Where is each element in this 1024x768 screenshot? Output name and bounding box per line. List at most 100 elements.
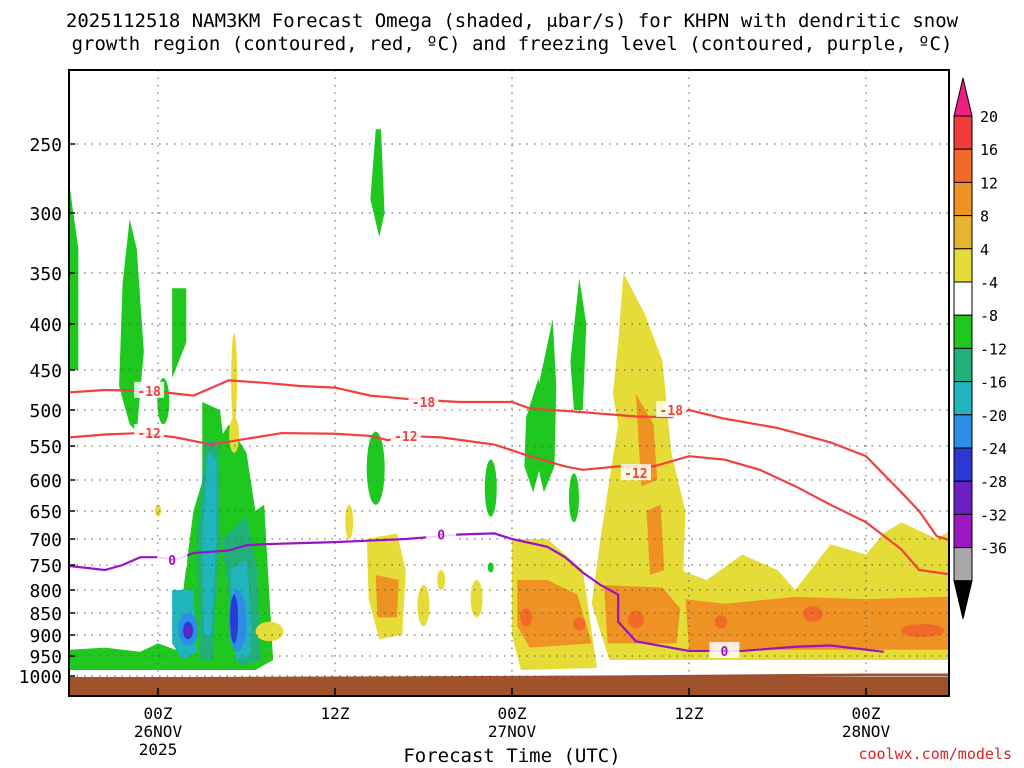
x-tick-label: 12Z bbox=[675, 704, 704, 723]
colorbar-label: -16 bbox=[980, 374, 1007, 392]
omega-blob bbox=[470, 580, 483, 618]
colorbar-top-arrow bbox=[953, 77, 973, 117]
colorbar-label: 20 bbox=[980, 108, 998, 126]
colorbar-label: -24 bbox=[980, 440, 1007, 458]
contour-label: -18 bbox=[660, 404, 684, 419]
colorbar-segment bbox=[953, 347, 973, 383]
chart-title-line2: growth region (contoured, red, ºC) and f… bbox=[71, 33, 953, 55]
omega-region-neg bbox=[570, 278, 587, 410]
omega-region-neg bbox=[119, 219, 144, 432]
colorbar-segment bbox=[953, 181, 973, 217]
omega-blob bbox=[802, 606, 823, 622]
y-tick-label: 250 bbox=[29, 135, 62, 156]
x-tick-label: 12Z bbox=[321, 704, 350, 723]
colorbar-label: -36 bbox=[980, 540, 1007, 558]
contour-label: -18 bbox=[137, 385, 161, 400]
omega-blob bbox=[417, 585, 430, 627]
colorbar-segment bbox=[953, 115, 973, 150]
omega-region-pos bbox=[685, 596, 949, 650]
contour-minus12 bbox=[69, 431, 949, 576]
contour-label-bg bbox=[390, 426, 421, 443]
contour-label-bg bbox=[620, 464, 651, 481]
axes: 2503003504004505005506006507007508008509… bbox=[19, 135, 891, 759]
colorbar-label: 16 bbox=[980, 141, 998, 159]
x-tick-year: 2025 bbox=[139, 740, 178, 759]
y-tick-label: 350 bbox=[29, 264, 62, 285]
contour-label: -12 bbox=[394, 430, 417, 445]
y-tick-label: 550 bbox=[29, 437, 62, 458]
x-tick-label: 00Z bbox=[144, 704, 173, 723]
y-tick-label: 450 bbox=[29, 361, 62, 382]
colorbar-label: -8 bbox=[980, 307, 998, 325]
omega-blob bbox=[231, 333, 238, 425]
omega-blob bbox=[520, 608, 533, 627]
omega-blob bbox=[366, 431, 385, 505]
y-tick-label: 750 bbox=[29, 556, 62, 577]
omega-region-neg bbox=[202, 452, 217, 635]
omega-blob bbox=[255, 621, 284, 642]
omega-blob bbox=[714, 615, 727, 629]
x-tick-date: 27NOV bbox=[488, 722, 537, 741]
colorbar-label: 8 bbox=[980, 208, 989, 226]
colorbar-label: -28 bbox=[980, 473, 1007, 491]
colorbar-segment bbox=[953, 248, 973, 283]
omega-blob bbox=[345, 504, 354, 539]
y-tick-label: 850 bbox=[29, 604, 62, 625]
colorbar-label: 4 bbox=[980, 241, 989, 259]
credit-text: coolwx.com/models bbox=[858, 745, 1012, 763]
omega-region-pos bbox=[517, 580, 592, 648]
colorbar: 20 16 12 8 4 -4 -8 -12 -16 -20 -24 -28 -32 -36 bbox=[953, 77, 1007, 619]
x-tick-label: 00Z bbox=[498, 704, 527, 723]
contour-label: 0 bbox=[168, 554, 176, 569]
x-tick-date: 26NOV bbox=[134, 722, 183, 741]
omega-region-pos bbox=[646, 504, 665, 575]
y-tick-label: 700 bbox=[29, 530, 62, 551]
omega-blob bbox=[568, 473, 579, 523]
contour-label-bg bbox=[134, 424, 165, 441]
colorbar-segment bbox=[953, 381, 973, 416]
ground-surface bbox=[69, 677, 949, 696]
colorbar-segment bbox=[953, 547, 973, 582]
omega-region-neg bbox=[370, 129, 385, 237]
colorbar-segment bbox=[953, 314, 973, 349]
temperature-contours: -18 -18 -18 -12 -12 -12 0 0 0 bbox=[69, 379, 949, 660]
colorbar-label: -4 bbox=[980, 274, 998, 292]
y-tick-label: 400 bbox=[29, 315, 62, 336]
omega-blob bbox=[627, 610, 644, 629]
y-tick-label: 950 bbox=[29, 647, 62, 668]
x-axis-title: Forecast Time (UTC) bbox=[403, 745, 621, 767]
colorbar-label: -12 bbox=[980, 340, 1007, 358]
omega-region-neg bbox=[172, 288, 187, 378]
x-tick-label: 00Z bbox=[852, 704, 881, 723]
omega-region-pos bbox=[375, 575, 399, 618]
colorbar-label: -32 bbox=[980, 506, 1007, 524]
omega-blob bbox=[230, 594, 239, 644]
y-tick-label: 500 bbox=[29, 401, 62, 422]
colorbar-segment bbox=[953, 447, 973, 482]
colorbar-segment bbox=[953, 281, 973, 316]
contour-label: -12 bbox=[624, 467, 647, 482]
chart-title-line1: 2025112518 NAM3KM Forecast Omega (shaded… bbox=[65, 10, 959, 32]
contour-label-bg bbox=[656, 401, 687, 417]
contour-label-bg bbox=[134, 381, 165, 398]
contour-minus18 bbox=[69, 379, 949, 542]
contour-label-bg bbox=[157, 550, 188, 567]
y-tick-label: 600 bbox=[29, 471, 62, 492]
y-tick-label: 650 bbox=[29, 502, 62, 523]
y-tick-label: 1000 bbox=[19, 667, 62, 688]
contour-label-bg bbox=[709, 641, 740, 658]
contour-label-bg bbox=[408, 393, 439, 409]
contour-label-bg bbox=[426, 525, 457, 542]
omega-blob bbox=[229, 417, 240, 453]
contour-label: 0 bbox=[437, 529, 445, 544]
x-tick-date: 28NOV bbox=[842, 722, 891, 741]
omega-region-neg bbox=[524, 378, 544, 493]
y-tick-label: 900 bbox=[29, 626, 62, 647]
colorbar-segment bbox=[953, 513, 973, 549]
colorbar-segment bbox=[953, 148, 973, 183]
colorbar-label: 12 bbox=[980, 174, 998, 192]
y-tick-label: 800 bbox=[29, 581, 62, 602]
omega-blob bbox=[484, 459, 497, 517]
omega-blob bbox=[185, 626, 192, 635]
